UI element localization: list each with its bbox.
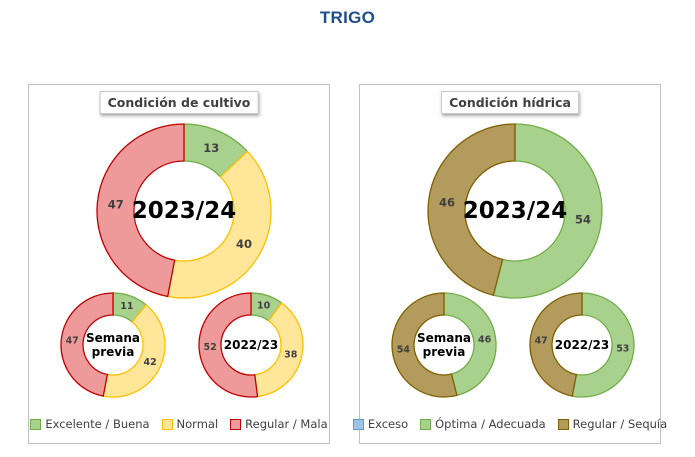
donut-slice-regular-mala — [60, 292, 114, 397]
legend-item-regular-mala: Regular / Mala — [230, 417, 328, 431]
legend-swatch-normal — [161, 418, 173, 430]
donut-large: 13 40 47 2023/24 — [96, 123, 272, 299]
donut-slice-regular-sequia — [427, 123, 516, 297]
donut-slice-optima-adecuada — [443, 292, 497, 397]
donut-slice-regular-sequia — [529, 292, 583, 397]
donut-center-label: Semana — [86, 331, 140, 345]
donut-center-label: 2023/24 — [463, 198, 567, 224]
data-label-excelente-buena: 10 — [257, 301, 271, 312]
donut-small-left: 04654Semanaprevia — [391, 292, 497, 398]
data-label-normal: 42 — [143, 357, 156, 368]
donut-small-right: 10 38 52 2022/23 — [198, 292, 304, 398]
donut-slice-regular-mala — [96, 123, 185, 298]
legend-swatch-exceso — [352, 418, 364, 430]
crop-condition-legend: Excelente / Buena Normal Regular / Mala — [29, 417, 329, 431]
data-label-normal: 38 — [284, 350, 298, 361]
donut-large: 054462023/24 — [427, 123, 603, 299]
water-condition-donuts: 054462023/2404654Semanaprevia53472022/23 — [391, 123, 635, 398]
legend-label-excelente-buena: Excelente / Buena — [45, 417, 150, 431]
legend-item-excelente-buena: Excelente / Buena — [30, 417, 150, 431]
data-label-optima-adecuada: 53 — [616, 343, 629, 354]
crop-condition-panel: 13 40 47 2023/24 11 42 47 Semana previa 10 38 52 202… — [28, 84, 330, 444]
donut-center-label: Semana — [417, 331, 471, 345]
data-label-regular-sequia: 54 — [397, 345, 411, 356]
donut-slice-regular-mala — [198, 292, 259, 398]
legend-label-normal: Normal — [176, 417, 219, 431]
donut-slice-optima-adecuada — [571, 292, 635, 398]
water-condition-legend: Exceso Óptima / Adecuada Regular / Sequí… — [352, 417, 667, 431]
legend-swatch-optima-adecuada — [420, 418, 432, 430]
donut-center-label: 2022/23 — [555, 338, 609, 352]
data-label-regular-sequia: 46 — [439, 195, 455, 209]
legend-item-normal: Normal — [161, 417, 219, 431]
donut-slice-regular-sequia — [391, 292, 458, 398]
data-label-excelente-buena: 11 — [120, 301, 133, 312]
donut-center-label: 2022/23 — [224, 338, 278, 352]
donut-center-label: previa — [92, 345, 135, 359]
legend-item-optima-adecuada: Óptima / Adecuada — [420, 417, 546, 431]
legend-label-regular-mala: Regular / Mala — [245, 417, 328, 431]
donut-slice-normal — [102, 304, 166, 398]
water-condition-panel: 054462023/2404654Semanaprevia53472022/23… — [352, 84, 667, 444]
data-label-normal: 40 — [236, 237, 252, 251]
donut-center-label: 2023/24 — [132, 198, 236, 224]
data-label-regular-mala: 47 — [66, 336, 79, 347]
data-label-optima-adecuada: 54 — [575, 213, 591, 227]
legend-swatch-regular-mala — [230, 418, 242, 430]
donut-center-label: previa — [423, 345, 466, 359]
data-label-optima-adecuada: 46 — [478, 334, 492, 345]
legend-swatch-regular-sequia — [557, 418, 569, 430]
data-label-regular-mala: 47 — [108, 198, 124, 212]
donut-slice-normal — [166, 150, 272, 299]
legend-label-exceso: Exceso — [367, 417, 409, 431]
legend-swatch-excelente-buena — [30, 418, 42, 430]
water-condition-title: Condición hídrica — [441, 91, 579, 114]
data-label-regular-sequia: 47 — [535, 336, 548, 347]
donut-slice-normal — [254, 302, 304, 398]
donut-slice-optima-adecuada — [492, 123, 603, 299]
page-title: TRIGO — [319, 8, 376, 27]
data-label-regular-mala: 52 — [203, 342, 216, 353]
legend-label-regular-sequia: Regular / Sequía — [572, 417, 668, 431]
legend-label-optima-adecuada: Óptima / Adecuada — [435, 417, 546, 431]
crop-condition-title: Condición de cultivo — [99, 91, 259, 114]
data-label-excelente-buena: 13 — [203, 141, 219, 155]
legend-item-exceso: Exceso — [352, 417, 409, 431]
donut-small-right: 53 47 2022/23 — [529, 292, 635, 398]
legend-item-regular-sequia: Regular / Sequía — [557, 417, 668, 431]
